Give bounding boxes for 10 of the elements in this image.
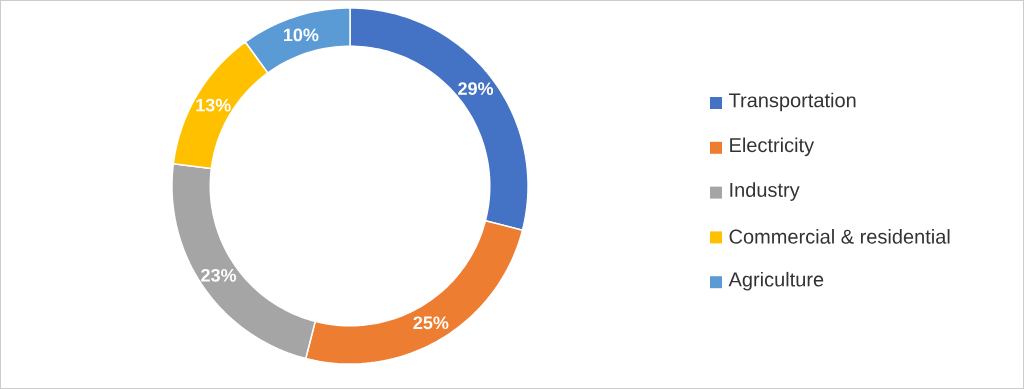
data-label: 13% xyxy=(196,98,231,112)
legend-label: Commercial & residential xyxy=(729,229,950,244)
legend-label: Industry xyxy=(730,182,800,201)
data-label: 23% xyxy=(201,268,237,282)
data-label: 10% xyxy=(284,28,319,42)
legend-label: Electricity xyxy=(730,137,815,157)
data-label: 29% xyxy=(458,82,494,95)
data-label: 25% xyxy=(413,316,449,330)
legend-label: Agriculture xyxy=(728,271,824,291)
legend-label: Transportation xyxy=(729,92,856,112)
